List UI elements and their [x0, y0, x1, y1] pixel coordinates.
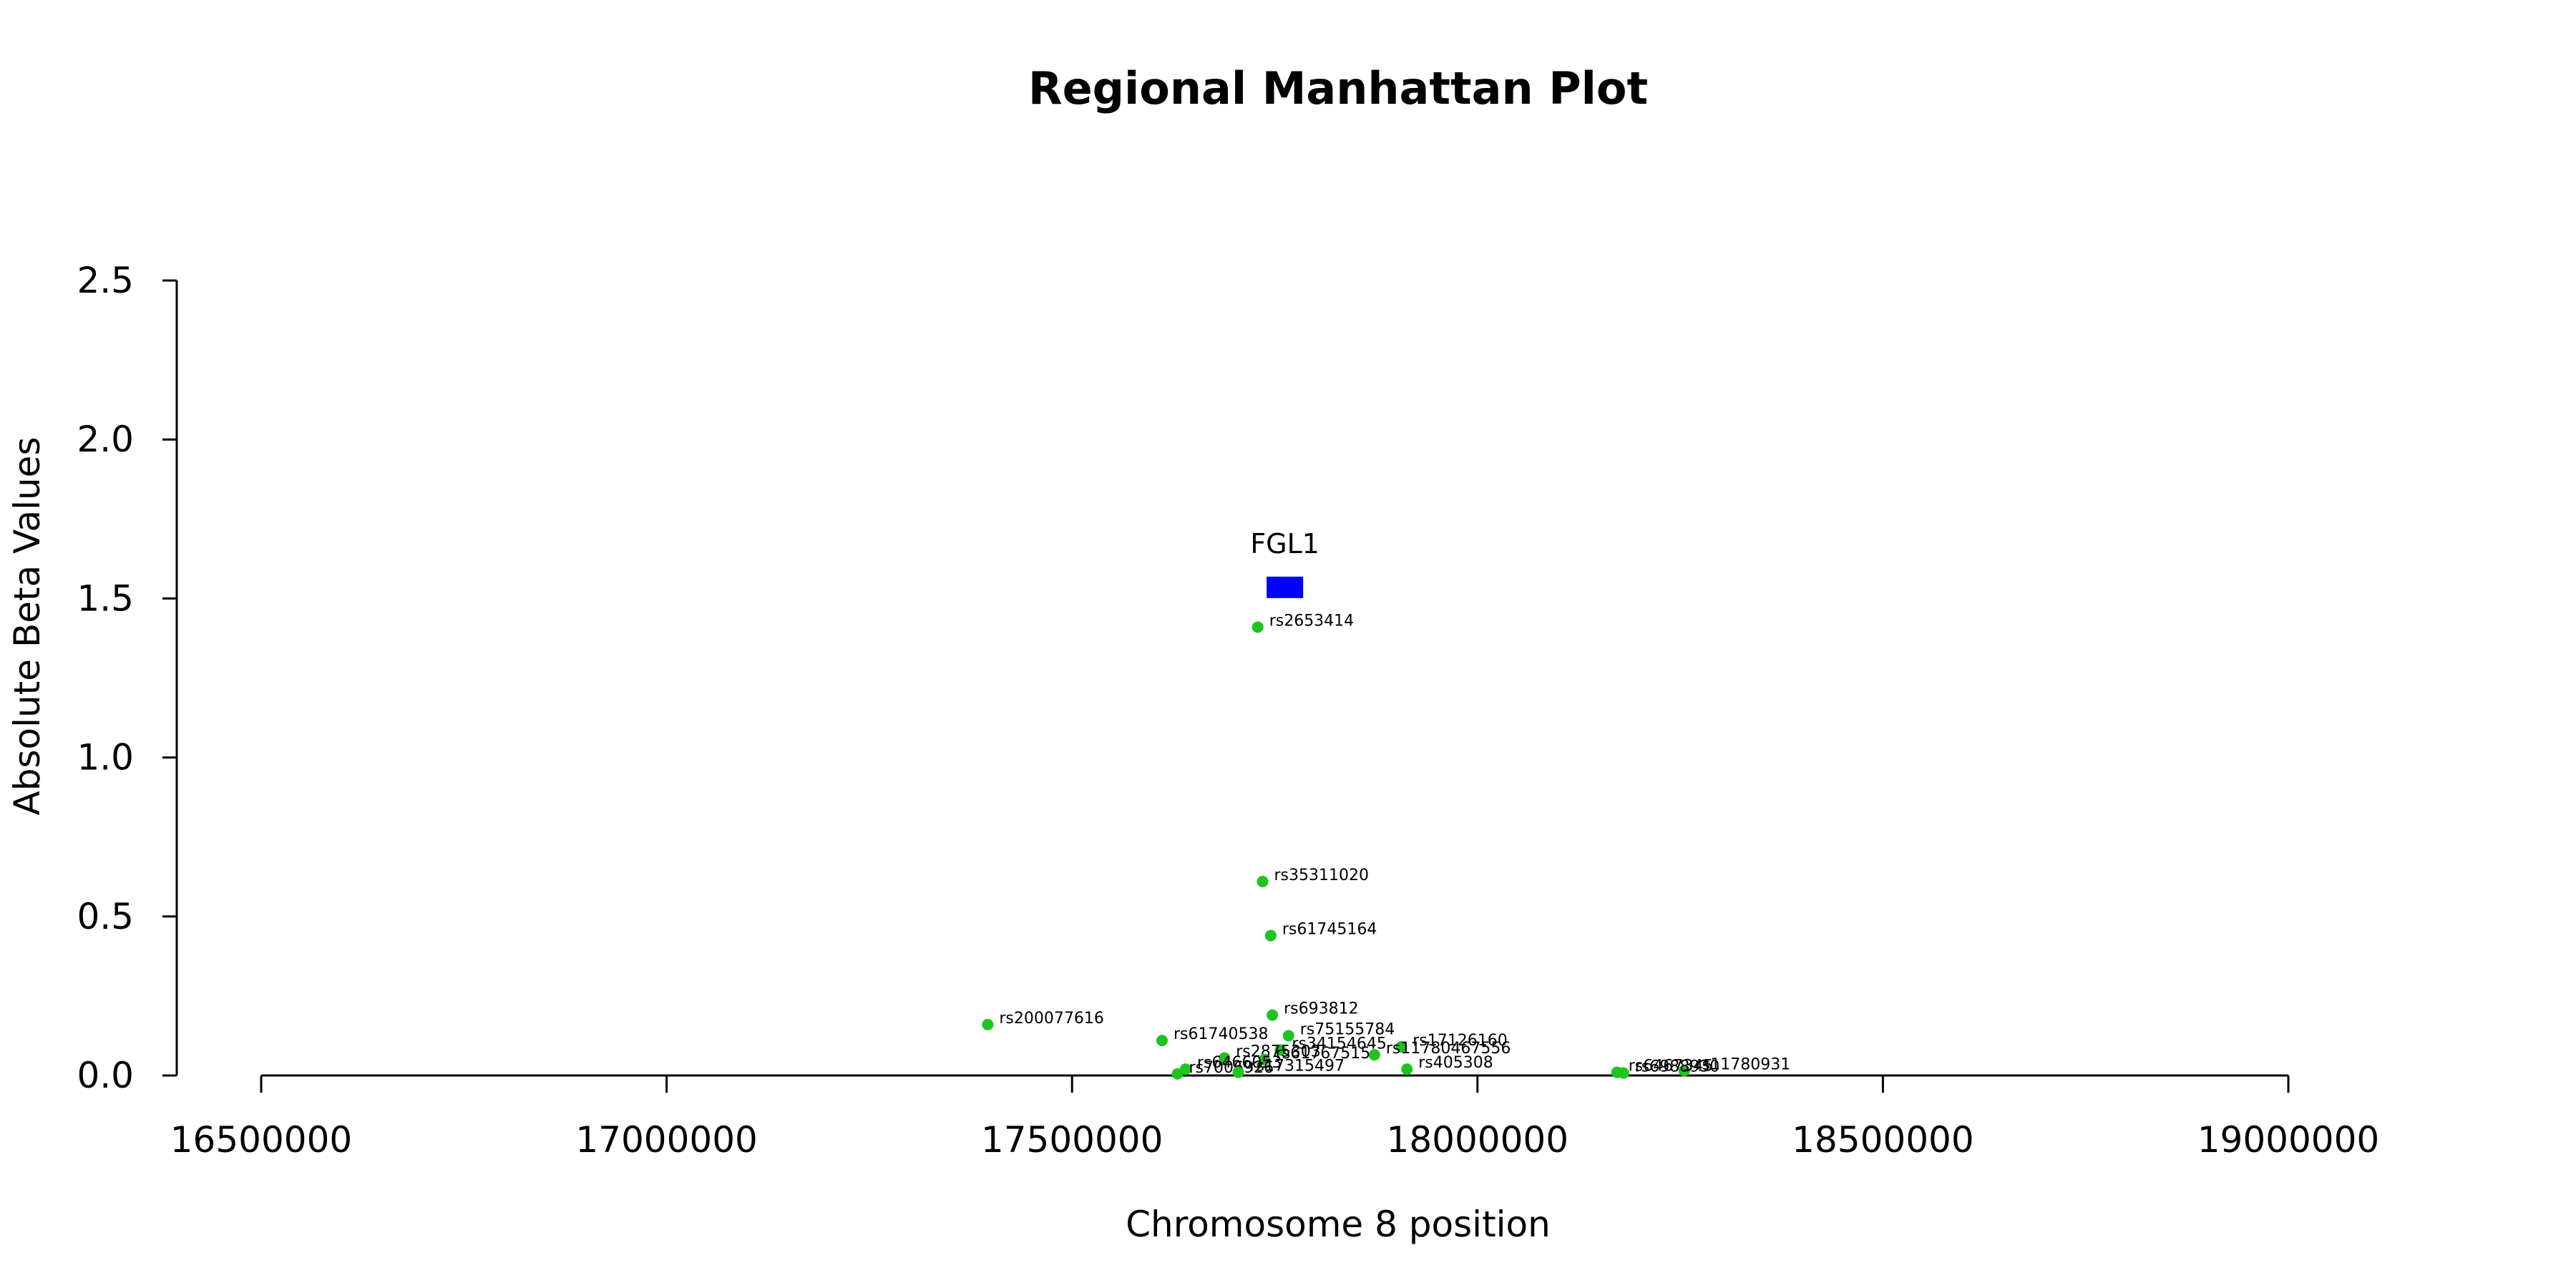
snp-label: rs11780931 — [1696, 1055, 1790, 1073]
snp-point — [1395, 1041, 1407, 1053]
x-tick-label: 18500000 — [1792, 1119, 1974, 1161]
x-axis-ticks: 16500000 17000000 17500000 18000000 18500000… — [170, 1075, 2380, 1161]
x-tick-label: 16500000 — [170, 1119, 353, 1161]
snp-point — [1264, 930, 1277, 942]
snp-point — [1156, 1035, 1168, 1047]
snp-point — [1258, 1053, 1270, 1065]
snp-label: rs61740538 — [1174, 1025, 1268, 1043]
snp-point — [1274, 1044, 1287, 1056]
x-tick-label: 17500000 — [981, 1119, 1163, 1161]
snp-label: rs34154645 — [1292, 1035, 1386, 1053]
snp-label: rs405308 — [1418, 1054, 1493, 1072]
snp-point — [1171, 1068, 1184, 1080]
y-tick-label: 1.5 — [77, 577, 134, 619]
y-axis-label: Absolute Beta Values — [6, 437, 48, 816]
snp-label: rs2875303 — [1236, 1043, 1321, 1061]
snp-label: rs61745164 — [1282, 920, 1377, 938]
snp-label: rs6467345 — [1629, 1058, 1714, 1075]
snp-point — [1401, 1063, 1413, 1075]
gene-box — [1267, 576, 1304, 598]
snp-label: rs61767515 — [1276, 1045, 1370, 1063]
snp-label: rs2653414 — [1269, 612, 1355, 630]
gene-track: FGL1 — [1250, 528, 1319, 598]
snp-point — [1368, 1049, 1380, 1061]
snp-label: rs75155784 — [1300, 1020, 1395, 1038]
gene-label: FGL1 — [1250, 528, 1319, 560]
snp-label: rs6988930 — [1635, 1058, 1720, 1075]
snp-point — [1219, 1052, 1231, 1064]
x-tick-label: 19000000 — [2197, 1119, 2380, 1161]
y-tick-label: 1.0 — [77, 737, 134, 779]
y-tick-label: 2.0 — [77, 419, 134, 460]
snp-points: rs2653414 rs35311020 rs61745164 rs693812 rs2… — [982, 612, 1790, 1080]
snp-label: rs17315497 — [1250, 1058, 1345, 1075]
snp-point — [982, 1018, 994, 1030]
snp-point — [1257, 875, 1269, 887]
snp-label: rs200077616 — [999, 1010, 1103, 1028]
snp-point — [1267, 1009, 1279, 1021]
snp-label: rs693812 — [1284, 1000, 1359, 1018]
y-tick-label: 0.0 — [77, 1055, 134, 1096]
y-tick-label: 2.5 — [77, 260, 134, 301]
snp-label: rs11780467556 — [1386, 1040, 1511, 1058]
snp-label: rs35311020 — [1274, 867, 1369, 884]
y-tick-label: 0.5 — [77, 896, 134, 937]
snp-label: rs17126160 — [1413, 1032, 1507, 1050]
x-tick-label: 17000000 — [575, 1119, 758, 1161]
snp-label: rs7006926 — [1189, 1059, 1274, 1077]
y-axis-ticks: 0.0 0.5 1.0 1.5 2.0 2.5 — [77, 260, 177, 1096]
snp-point — [1678, 1065, 1690, 1077]
x-axis-label: Chromosome 8 position — [1126, 1204, 1551, 1245]
chart-title: Regional Manhattan Plot — [1028, 62, 1648, 114]
x-tick-label: 18000000 — [1387, 1119, 1569, 1161]
snp-point — [1252, 621, 1264, 633]
snp-point — [1232, 1066, 1244, 1078]
snp-point — [1617, 1067, 1629, 1079]
snp-point — [1282, 1030, 1294, 1042]
